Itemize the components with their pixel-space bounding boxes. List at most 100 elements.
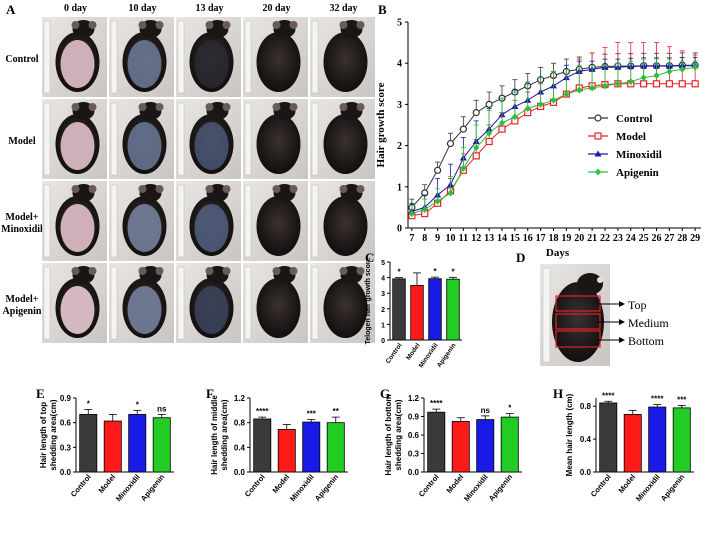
mouse-ear bbox=[289, 185, 298, 193]
x-tick-label: 17 bbox=[536, 233, 546, 244]
bar-apigenin bbox=[446, 278, 460, 341]
row-label: Model+ bbox=[6, 294, 39, 305]
mouse-ear bbox=[222, 267, 231, 275]
y-tick-label: 4 bbox=[397, 59, 402, 70]
data-point bbox=[434, 197, 441, 205]
x-tick-label: 8 bbox=[422, 233, 427, 244]
mouse-ear bbox=[205, 267, 214, 275]
panel-letter: B bbox=[378, 2, 387, 17]
category-label: Control bbox=[589, 473, 613, 499]
ruler bbox=[244, 184, 252, 258]
category-label: Minoxidil bbox=[634, 473, 662, 504]
ruler bbox=[311, 266, 319, 340]
column-header: 32 day bbox=[329, 3, 357, 14]
x-tick-label: 10 bbox=[445, 233, 455, 244]
data-point bbox=[595, 168, 601, 176]
category-label: Apigenin bbox=[487, 472, 515, 503]
row-label: Minoxidil bbox=[1, 224, 43, 235]
bar-control bbox=[392, 278, 406, 341]
significance-label: * bbox=[136, 400, 140, 409]
panel-e-bar-chart: E 0.0 0.3 0.6 0.9 * Control Model * Minoxidil ns Ap… bbox=[36, 386, 174, 503]
y-tick-label: 0.9 bbox=[60, 394, 72, 403]
x-tick-label: 25 bbox=[639, 233, 649, 244]
ruler bbox=[43, 102, 51, 176]
significance-label: **** bbox=[602, 391, 615, 400]
y-tick-label: 0 bbox=[397, 224, 402, 235]
legend-label: Model bbox=[616, 131, 646, 143]
ruler bbox=[43, 20, 51, 94]
significance-label: * bbox=[397, 268, 401, 277]
data-point bbox=[594, 132, 602, 140]
mouse-ear bbox=[88, 185, 97, 193]
y-tick-label: 1 bbox=[381, 322, 385, 329]
data-point bbox=[447, 189, 454, 197]
y-tick-label: 0.0 bbox=[408, 468, 420, 477]
y-tick-label: 0.8 bbox=[580, 402, 592, 411]
mouse-photo bbox=[243, 263, 308, 343]
mouse-photo bbox=[109, 181, 174, 261]
panel-letter: E bbox=[36, 386, 45, 401]
shaved-skin-area bbox=[127, 286, 162, 334]
mouse-photo bbox=[310, 181, 375, 261]
mouse-photo bbox=[42, 17, 107, 97]
x-tick-label: 7 bbox=[409, 233, 414, 244]
category-label: Model bbox=[96, 473, 117, 495]
bar-model bbox=[451, 421, 470, 473]
y-tick-label: 0 bbox=[381, 338, 385, 345]
y-axis-title: Hair growth score bbox=[375, 82, 387, 167]
data-point bbox=[665, 80, 673, 88]
ruler bbox=[244, 20, 252, 94]
y-tick-label: 0.8 bbox=[234, 419, 246, 428]
ruler bbox=[311, 20, 319, 94]
panel-g-bar-chart: G 0.0 0.3 0.6 0.9 1.2 **** Control Model ns Minoxi… bbox=[380, 386, 522, 503]
x-tick-label: 14 bbox=[497, 233, 507, 244]
y-tick-label: 1.2 bbox=[234, 394, 246, 403]
ruler bbox=[110, 266, 118, 340]
column-header: 0 day bbox=[64, 3, 87, 14]
x-tick-label: 24 bbox=[626, 233, 636, 244]
x-tick-label: 29 bbox=[690, 233, 700, 244]
data-point bbox=[691, 80, 699, 88]
shaved-skin-area bbox=[60, 122, 95, 170]
data-point bbox=[460, 164, 467, 172]
category-label: Apigenin bbox=[659, 472, 687, 503]
y-tick-label: 4 bbox=[381, 276, 385, 283]
mouse-ear bbox=[71, 21, 80, 29]
mouse-ear bbox=[205, 185, 214, 193]
mouse-body bbox=[256, 196, 301, 256]
mouse-photo bbox=[109, 99, 174, 179]
significance-label: * bbox=[451, 267, 455, 276]
mouse-ear bbox=[339, 185, 348, 193]
category-label: Apigenin bbox=[313, 472, 341, 503]
mouse-body bbox=[323, 114, 368, 174]
data-point bbox=[594, 150, 602, 157]
data-point bbox=[589, 84, 596, 92]
ruler bbox=[244, 102, 252, 176]
y-tick-label: 0.6 bbox=[408, 431, 420, 440]
x-axis-title: Days bbox=[546, 247, 570, 259]
series-apigenin bbox=[408, 58, 699, 218]
y-tick-label: 0.4 bbox=[580, 435, 592, 444]
significance-label: *** bbox=[307, 410, 317, 419]
x-tick-label: 27 bbox=[664, 233, 674, 244]
category-label: Control bbox=[417, 473, 441, 499]
mouse-ear bbox=[88, 103, 97, 111]
x-tick-label: 28 bbox=[677, 233, 687, 244]
mouse-ear bbox=[155, 185, 164, 193]
mouse-ear bbox=[289, 103, 298, 111]
mouse-photo bbox=[109, 263, 174, 343]
category-label: Control bbox=[385, 342, 404, 365]
category-label: Model bbox=[405, 342, 422, 362]
mouse-ear bbox=[205, 21, 214, 29]
mouse-ear bbox=[138, 21, 147, 29]
region-label: Medium bbox=[628, 316, 669, 330]
mouse-ear bbox=[222, 185, 231, 193]
y-tick-label: 2 bbox=[397, 141, 402, 152]
row-label: Model bbox=[8, 136, 35, 147]
x-tick-label: 15 bbox=[510, 233, 520, 244]
category-label: Control bbox=[69, 473, 93, 499]
y-tick-label: 1 bbox=[397, 182, 402, 193]
bar-minoxidil bbox=[302, 421, 321, 473]
mouse-ear bbox=[88, 267, 97, 275]
